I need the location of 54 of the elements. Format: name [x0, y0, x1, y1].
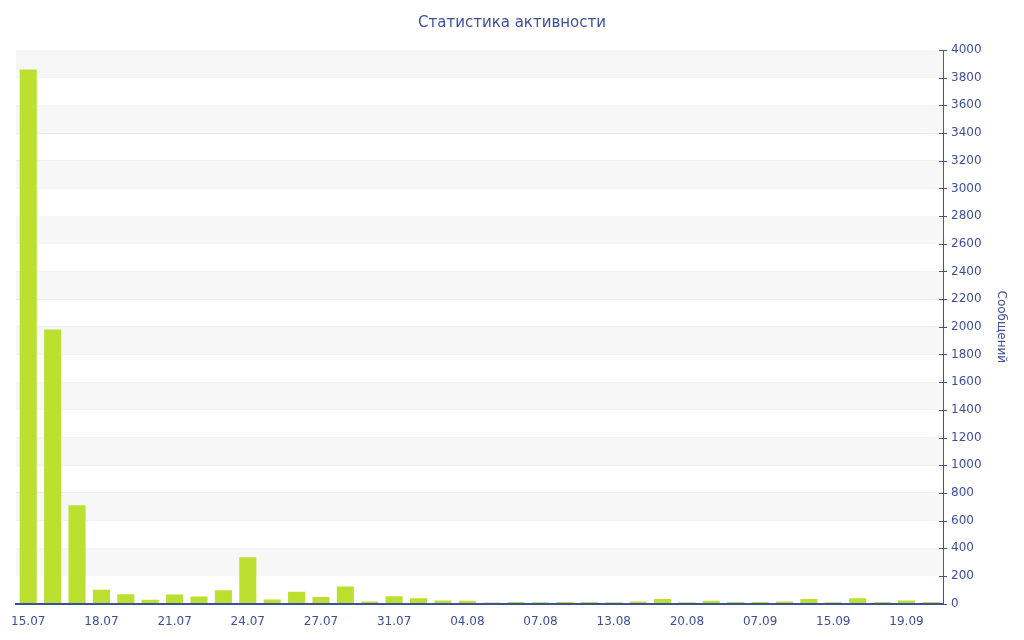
- x-tick-label: 27.07: [303, 613, 339, 628]
- bar: [239, 557, 257, 604]
- bar: [44, 329, 62, 604]
- y-tick-label: 2800: [951, 208, 982, 223]
- y-tick-label: 1600: [951, 374, 982, 389]
- y-tick-label: 4000: [951, 42, 982, 57]
- bar: [117, 594, 135, 604]
- bar: [141, 599, 159, 604]
- y-tick-label: 3800: [951, 69, 982, 84]
- x-tick-label: 24.07: [230, 613, 265, 628]
- bar: [653, 599, 672, 604]
- bar: [19, 69, 37, 604]
- y-tick-label: 0: [951, 595, 959, 610]
- y-tick-label: 1400: [951, 401, 982, 416]
- x-tick-label: 31.07: [376, 613, 412, 628]
- x-tick-label: 04.08: [450, 613, 485, 628]
- y-tick-label: 3000: [951, 180, 982, 195]
- y-axis-title: Сообщений: [994, 290, 1009, 364]
- bar: [849, 598, 867, 604]
- y-tick-label: 2000: [951, 318, 982, 333]
- x-tick-label: 19.09: [889, 613, 924, 628]
- y-tick-label: 2200: [951, 291, 982, 306]
- bar: [68, 505, 86, 604]
- x-tick-label: 21.07: [157, 613, 192, 628]
- y-tick-label: 800: [951, 485, 974, 500]
- bar: [312, 596, 330, 604]
- bar: [385, 596, 403, 604]
- x-tick-label: 15.07: [11, 613, 46, 628]
- y-tick-label: 1000: [951, 457, 982, 472]
- x-tick-label: 15.09: [816, 613, 851, 628]
- bar: [190, 596, 208, 604]
- bar: [166, 594, 184, 604]
- bar: [410, 598, 428, 604]
- chart-title: Статистика активности: [418, 12, 606, 31]
- y-tick-label: 600: [951, 512, 974, 527]
- bar: [800, 599, 818, 604]
- y-tick-label: 400: [951, 540, 974, 555]
- x-tick-label: 13.08: [596, 613, 631, 628]
- y-tick-label: 200: [951, 568, 974, 583]
- y-tick-label: 1200: [951, 429, 982, 444]
- x-tick-label: 07.09: [742, 613, 778, 628]
- x-tick-label: 20.08: [669, 613, 705, 628]
- y-tick-label: 1800: [951, 346, 982, 361]
- y-tick-label: 2400: [951, 263, 982, 278]
- bar: [92, 589, 110, 604]
- y-tick-label: 3600: [951, 97, 982, 112]
- bar: [336, 586, 354, 604]
- y-tick-label: 2600: [951, 235, 982, 250]
- x-tick-label: 07.08: [523, 613, 558, 628]
- y-tick-label: 3400: [951, 125, 982, 140]
- y-tick-label: 3200: [951, 152, 982, 167]
- x-tick-label: 18.07: [84, 613, 119, 628]
- bar: [214, 590, 232, 604]
- bar: [288, 591, 306, 604]
